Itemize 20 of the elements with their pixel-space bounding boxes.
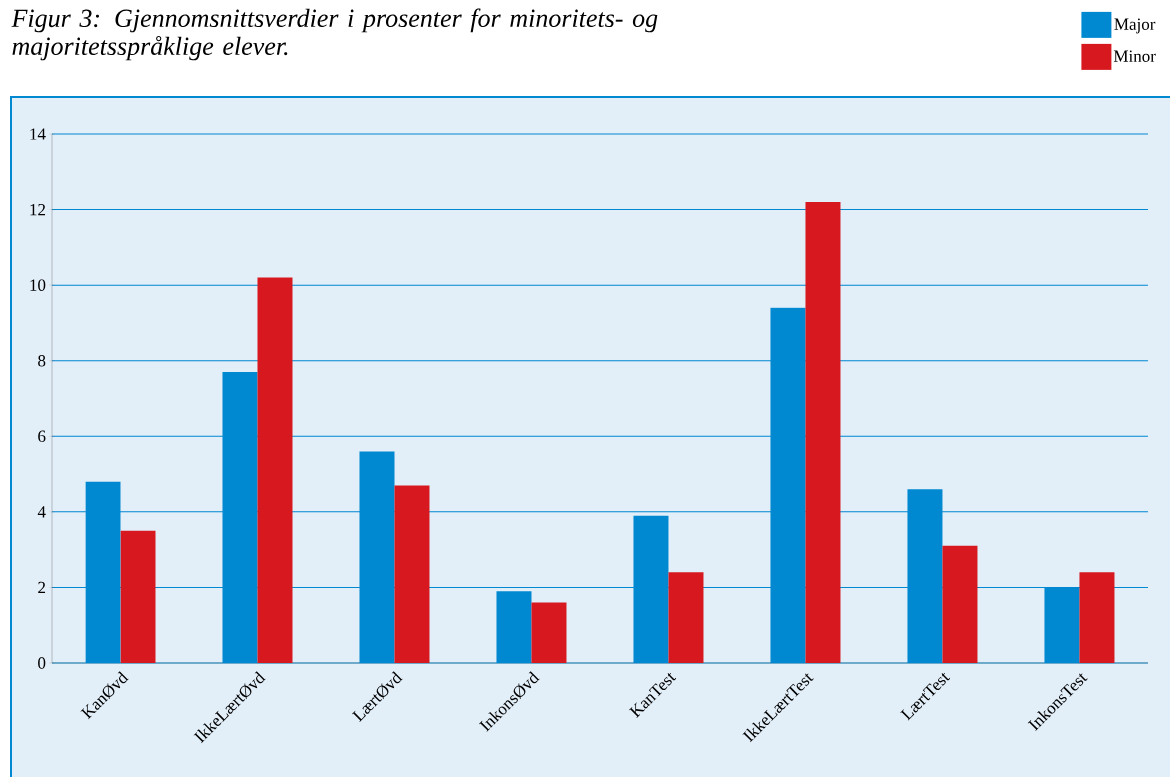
chart-title: Figur 3: Gjennomsnittsverdier i prosenter for minoritets- og majoritetsspråklige elever. — [11, 8, 658, 61]
bar — [1079, 572, 1115, 663]
bar — [668, 572, 704, 663]
bar — [496, 591, 532, 663]
y-tick-label: 10 — [30, 279, 46, 291]
bar — [257, 277, 293, 663]
y-tick-label: 12 — [30, 203, 46, 216]
legend-label: Minor — [1113, 50, 1156, 62]
bar — [120, 530, 156, 663]
y-tick-label: 8 — [38, 354, 46, 367]
legend-label: Major — [1114, 18, 1156, 34]
bar — [942, 545, 978, 663]
bar — [531, 602, 567, 663]
y-tick-label: 0 — [38, 657, 46, 669]
bar — [805, 202, 841, 663]
bar — [394, 485, 430, 663]
y-tick-label: 4 — [37, 506, 46, 518]
y-tick-label: 6 — [38, 430, 46, 442]
y-tick-label: 2 — [38, 581, 46, 594]
y-tick-label: 14 — [30, 128, 46, 140]
